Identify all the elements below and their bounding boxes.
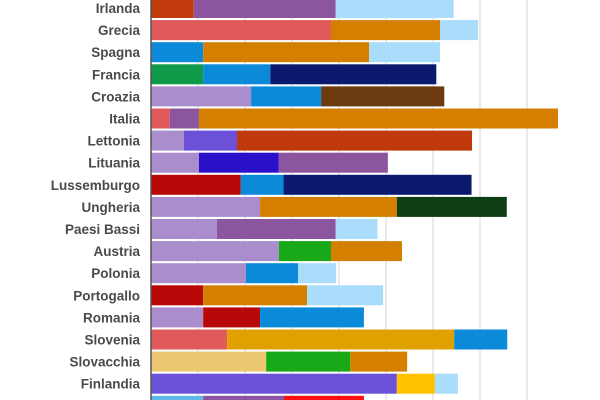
category-label: Paesi Bassi [65, 222, 140, 237]
bar-segment [260, 307, 364, 328]
bar-segment [227, 329, 455, 350]
category-labels: Irlanda Grecia Spagna Francia Croazia Italia L… [51, 1, 141, 392]
bar-segment [240, 174, 284, 195]
bar-segment [151, 64, 204, 85]
bar-segment [203, 42, 370, 63]
category-label: Ungheria [81, 200, 140, 215]
bar-segment [183, 130, 238, 151]
bar-segment [151, 219, 217, 239]
bar-segment [260, 196, 397, 217]
bar-segment [266, 351, 351, 372]
bars [151, 0, 559, 400]
bar-segment [396, 373, 435, 394]
category-label: Polonia [91, 266, 140, 281]
bar-segment [350, 351, 408, 372]
bar-segment [440, 20, 479, 41]
bar-segment [245, 263, 299, 284]
bar-segment [307, 285, 384, 306]
bar-segment [151, 351, 267, 372]
bar-segment [203, 64, 271, 85]
category-label: Grecia [98, 23, 141, 38]
bar-segment [454, 329, 508, 350]
category-label: Italia [109, 112, 140, 127]
category-label: Lettonia [88, 134, 141, 149]
bar-segment [151, 20, 332, 41]
bar-segment [251, 86, 322, 107]
bar-segment [151, 285, 204, 306]
bar-segment [298, 263, 337, 284]
category-label: Slovacchia [69, 355, 140, 370]
bar-segment [151, 174, 241, 195]
bar-segment [270, 64, 437, 85]
category-label: Portogallo [73, 288, 140, 303]
bar-segment [151, 263, 246, 284]
bar-segment [321, 86, 445, 107]
bar-segment [283, 174, 472, 195]
category-label: Spagna [91, 45, 140, 60]
bar-segment [151, 152, 199, 173]
bar-segment [434, 373, 458, 394]
bar-segment [284, 395, 364, 400]
bar-segment [335, 219, 378, 239]
bar-segment [396, 196, 507, 217]
bar-segment [151, 108, 170, 129]
bar-segment [151, 395, 204, 400]
category-label: Finlandia [81, 377, 141, 392]
category-label: Lituania [88, 156, 140, 171]
bar-segment [331, 20, 441, 41]
bar-segment [151, 241, 279, 262]
bar-segment [198, 108, 559, 129]
category-label: Croazia [91, 89, 140, 104]
bar-segment [278, 152, 388, 173]
bar-segment [151, 130, 184, 151]
category-label: Lussemburgo [51, 178, 140, 193]
bar-segment [237, 130, 473, 151]
category-label: Francia [92, 67, 141, 82]
category-label: Romania [83, 310, 141, 325]
category-label: Slovenia [84, 333, 140, 348]
bar-segment [203, 285, 308, 306]
bar-segment [331, 241, 402, 262]
bar-segment [151, 196, 261, 217]
bar-segment [335, 0, 454, 18]
bar-segment [278, 241, 332, 262]
bar-segment [151, 329, 228, 350]
bar-segment [169, 108, 199, 129]
bar-segment [198, 152, 279, 173]
bar-segment [151, 42, 204, 63]
category-label: Austria [93, 244, 140, 259]
bar-segment [203, 395, 285, 400]
bar-segment [203, 307, 261, 328]
bar-segment [369, 42, 441, 63]
category-label: Irlanda [96, 1, 141, 16]
bar-segment [151, 307, 204, 328]
bar-segment [151, 86, 252, 107]
bar-segment [151, 373, 397, 394]
bar-segment [216, 219, 336, 239]
bar-segment [151, 0, 194, 18]
bar-segment [193, 0, 336, 18]
